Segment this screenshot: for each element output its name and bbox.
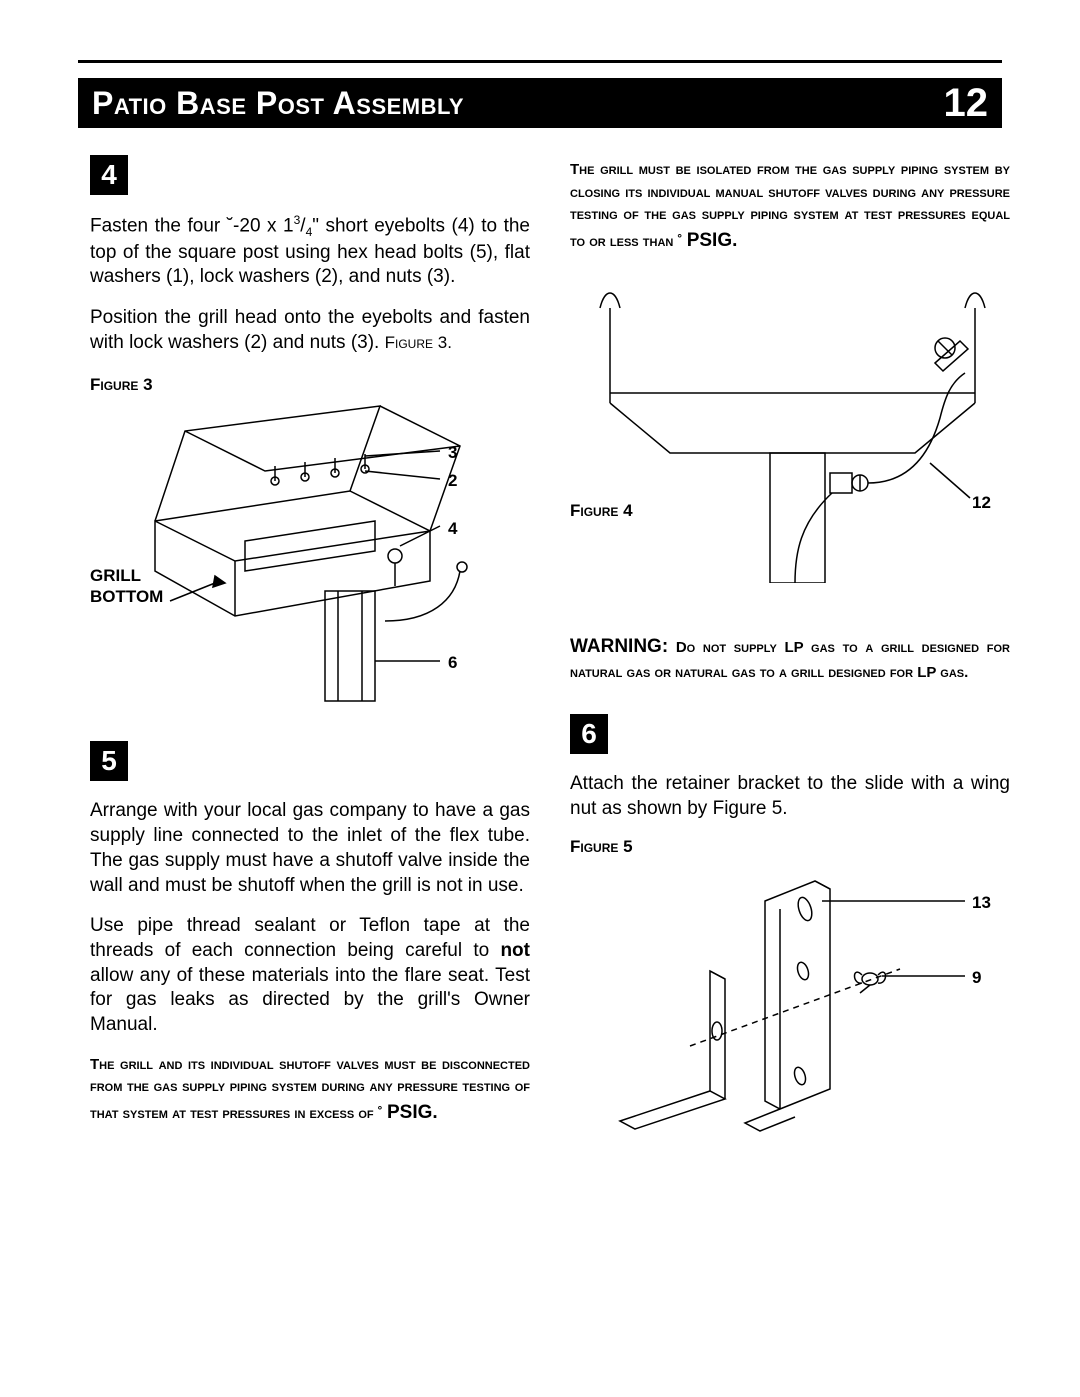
callout-12: 12 (972, 493, 991, 513)
text: Fasten the four ˘-20 x 1 (90, 215, 294, 236)
callout-4: 4 (448, 519, 457, 539)
step-5-para-2: Use pipe thread sealant or Teflon tape a… (90, 914, 530, 1037)
warning-lead: WARNING: (570, 636, 668, 657)
step-5-badge: 5 (90, 741, 128, 781)
psig: PSIG. (387, 1102, 438, 1123)
left-column: 4 Fasten the four ˘-20 x 13/4" short eye… (90, 155, 530, 1191)
callout-6: 6 (448, 653, 457, 673)
figure-5-drawing (570, 861, 1010, 1161)
step-5-para-1: Arrange with your local gas company to h… (90, 799, 530, 898)
text: allow any of these materials into the fl… (90, 965, 530, 1035)
callout-grill-bottom: GRILL BOTTOM (90, 566, 170, 607)
callout-2: 2 (448, 471, 457, 491)
page-header: Patio Base Post Assembly 12 (78, 78, 1002, 128)
right-smallcaps: The grill must be isolated from the gas … (570, 159, 1010, 255)
right-column: The grill must be isolated from the gas … (570, 155, 1010, 1191)
text: The grill must be isolated from the gas … (570, 161, 1010, 250)
figure-5-label: Figure 5 (570, 837, 1010, 857)
figure-3: Figure 3 (90, 371, 530, 711)
step-4-para-1: Fasten the four ˘-20 x 13/4" short eyebo… (90, 213, 530, 290)
step-5-smallcaps-1: The grill and its individual shutoff val… (90, 1054, 530, 1128)
header-title: Patio Base Post Assembly (92, 85, 464, 122)
text: Position the grill head onto the eyebolt… (90, 307, 530, 353)
bold-not: not (500, 940, 530, 961)
step-6-para-1: Attach the retainer bracket to the slide… (570, 772, 1010, 821)
step-4-badge: 4 (90, 155, 128, 195)
figure-3-drawing (90, 371, 530, 711)
callout-3: 3 (448, 443, 457, 463)
page-number: 12 (944, 81, 989, 126)
figure-4-drawing (570, 273, 1010, 583)
callout-9: 9 (972, 968, 981, 988)
text: The grill and its individual shutoff val… (90, 1056, 530, 1122)
warning-lp-gas: WARNING: Do not supply LP gas to a grill… (570, 633, 1010, 684)
callout-13: 13 (972, 893, 991, 913)
text: Use pipe thread sealant or Teflon tape a… (90, 915, 530, 961)
figure-ref: Figure 3. (385, 333, 452, 352)
figure-4-label: Figure 4 (570, 501, 633, 521)
figure-5: 13 9 (570, 861, 1010, 1161)
figure-4: Figure 4 12 (570, 273, 1010, 603)
step-4-para-2: Position the grill head onto the eyebolt… (90, 306, 530, 355)
figure-3-label: Figure 3 (90, 375, 153, 395)
page-top-rule (78, 60, 1002, 63)
psig: PSIG. (687, 230, 738, 251)
content-area: 4 Fasten the four ˘-20 x 13/4" short eye… (90, 155, 1002, 1191)
fraction-num: 3 (294, 213, 301, 227)
step-6-badge: 6 (570, 714, 608, 754)
